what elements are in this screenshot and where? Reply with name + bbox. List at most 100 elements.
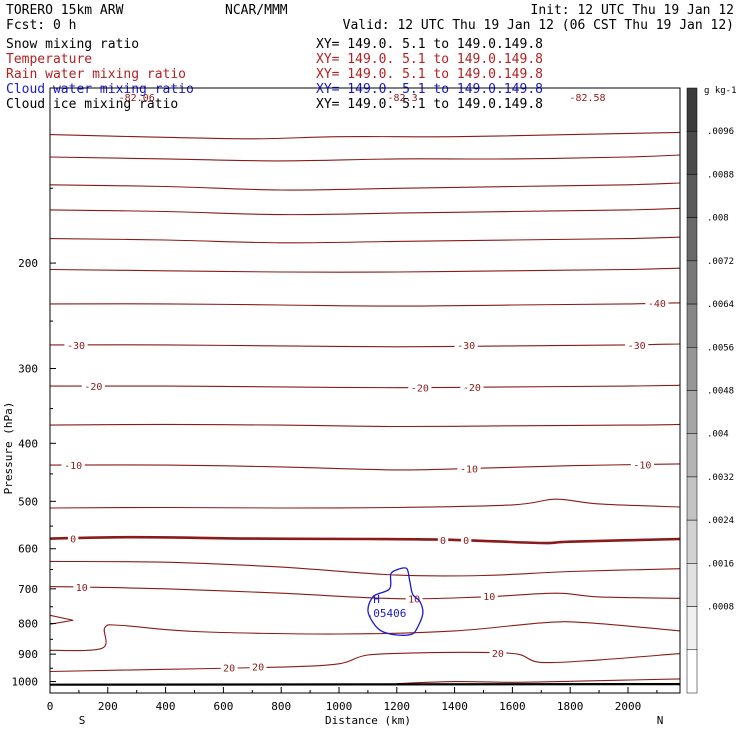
axes: 0 200 400 600 800 1000 1200 1400 1600 1800 2000200… [12, 187, 658, 713]
colorbar-label: .0048 [707, 387, 734, 397]
top-temperature-label: -82.06 [119, 93, 155, 104]
colorbar-label: .008 [707, 214, 729, 224]
colorbar-label: .0088 [707, 170, 734, 180]
contour-label: 0 [70, 535, 76, 546]
field-list: Snow mixing ratio XY= 149.0. 5.1 to 149.0… [6, 37, 543, 112]
model-title: TORERO 15km ARW [6, 3, 124, 18]
contour-label-bg [489, 647, 507, 659]
isotherm-line [49, 651, 681, 673]
contour-label-bg [454, 338, 478, 350]
contour-label: 20 [492, 649, 504, 660]
isotherm-line [49, 302, 681, 307]
colorbar-unit: g kg-1 [704, 86, 737, 96]
contour-label: -10 [460, 465, 478, 476]
colorbar-label: .0056 [707, 343, 734, 353]
isotherm-line [49, 621, 681, 652]
isotherm-line [49, 267, 681, 273]
colorbar-label: .0072 [707, 257, 734, 267]
contour-label-bg [480, 590, 498, 602]
init-time: Init: 12 UTC Thu 19 Jan 12 [531, 3, 735, 18]
y-tick-label: 300 [18, 363, 38, 376]
contour-label-bg [220, 661, 238, 673]
x-axis-label: Distance (km) [325, 714, 411, 727]
colorbar: .0096 .0088 .008 .0072 .0064 .0056 .0048 .004 .0… [686, 86, 737, 694]
isotherm-line [49, 463, 681, 471]
colorbar-bin [686, 519, 698, 564]
contour-label-bg [64, 338, 88, 350]
contour-label: 10 [408, 595, 420, 606]
x-tick-label: 600 [213, 700, 233, 713]
colorbar-bin [686, 433, 698, 478]
cloud-water-contour [367, 567, 424, 636]
colorbar-label: .0008 [707, 603, 734, 613]
contour-label: 0 [463, 536, 469, 547]
colorbar-bin [686, 174, 698, 218]
ground-line [49, 683, 681, 686]
contour-label: -30 [628, 341, 646, 352]
isotherm-line [49, 614, 74, 625]
isotherm-line [49, 535, 681, 545]
colorbar-bin [686, 649, 698, 694]
x-tick-label: 1200 [384, 700, 411, 713]
contour-label-bg [457, 462, 481, 474]
colorbar-label: .0016 [707, 559, 734, 569]
colorbar-bin [686, 347, 698, 391]
isotherm-line [49, 182, 681, 191]
colorbar-label: .0032 [707, 473, 734, 483]
contour-label: -20 [463, 383, 481, 394]
contour-label: -10 [64, 461, 82, 472]
contour-label-bg [81, 380, 105, 392]
x-end-label-south: S [79, 714, 86, 727]
field-name: Rain water mixing ratio [6, 67, 186, 82]
isotherm-line [49, 384, 681, 389]
contour-label: -20 [411, 384, 429, 395]
top-temperature-label: -82.3 [388, 93, 418, 104]
field-name: Temperature [6, 52, 92, 67]
isotherm-line [49, 343, 681, 348]
colorbar-bin [686, 303, 698, 348]
colorbar-label: .0024 [707, 516, 734, 526]
isotherm-line [49, 586, 681, 600]
contour-label-bg [405, 592, 423, 604]
y-tick-label: 700 [18, 583, 38, 596]
plot-area: -30 -30 -30 -40 -20 -20 -20 -10 -10 -10 0 0 0 10 10 10 2… [49, 93, 681, 686]
contour-label-bg [67, 532, 79, 544]
x-tick-label: 1600 [499, 700, 526, 713]
y-axis-label: Pressure (hPa) [2, 402, 15, 495]
x-tick-label: 0 [47, 700, 54, 713]
field-xy-range: XY= 149.0. 5.1 to 149.0.149.8 [316, 37, 543, 52]
contour-label-bg [645, 296, 669, 308]
plot-frame [49, 87, 681, 694]
colorbar-bin [686, 563, 698, 607]
isotherm-line [49, 236, 681, 244]
isotherm-line [49, 131, 681, 140]
colorbar-bin [686, 87, 698, 132]
contour-label: -30 [67, 341, 85, 352]
colorbar-bin [686, 606, 698, 651]
x-tick-label: 800 [271, 700, 291, 713]
colorbar-bin [686, 260, 698, 305]
contour-label-bg [249, 660, 267, 672]
isotherm-line [49, 154, 681, 162]
y-tick-label: 800 [18, 618, 38, 631]
contour-label-bg [460, 533, 472, 545]
cloud-water-max-marker: H [373, 593, 380, 606]
field-xy-range: XY= 149.0. 5.1 to 149.0.149.8 [316, 97, 543, 112]
x-tick-label: 200 [98, 700, 118, 713]
field-xy-range: XY= 149.0. 5.1 to 149.0.149.8 [316, 52, 543, 67]
x-tick-label: 400 [156, 700, 176, 713]
contour-label: 0 [440, 536, 446, 547]
contour-label-bg [460, 380, 484, 392]
y-tick-label: 500 [18, 495, 38, 508]
colorbar-label: .004 [707, 430, 729, 440]
contour-label: -10 [633, 461, 651, 472]
y-tick-label: 600 [18, 543, 38, 556]
field-name: Snow mixing ratio [6, 37, 139, 52]
field-name: Cloud ice mixing ratio [6, 97, 178, 112]
valid-time: Valid: 12 UTC Thu 19 Jan 12 (06 CST Thu … [343, 18, 734, 33]
field-xy-range: XY= 149.0. 5.1 to 149.0.149.8 [316, 82, 543, 97]
colorbar-label: .0064 [707, 300, 734, 310]
contour-label-bg [437, 533, 449, 545]
x-tick-label: 1800 [557, 700, 584, 713]
contour-label: 20 [223, 663, 235, 674]
